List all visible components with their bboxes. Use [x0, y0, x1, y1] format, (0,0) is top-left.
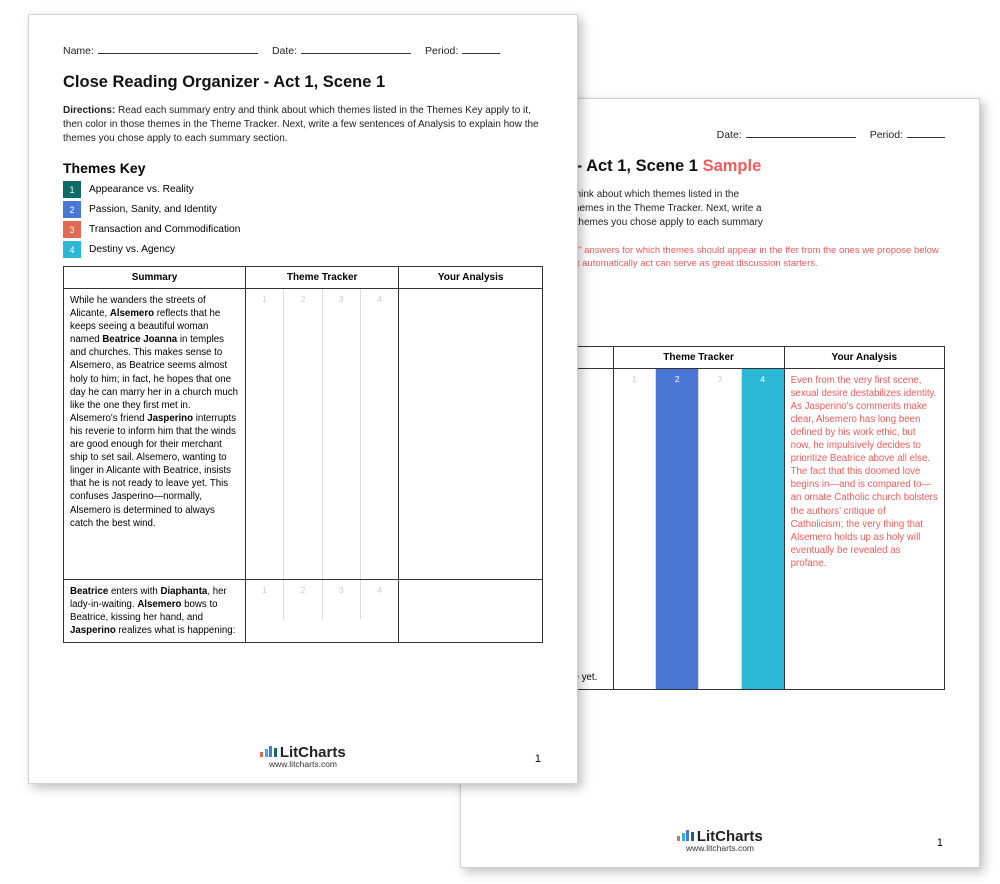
theme-row: 1 Appearance vs. Reality — [63, 181, 543, 198]
logo-bars-icon — [260, 745, 277, 757]
directions-label: Directions: — [63, 105, 115, 116]
directions: Directions: Read each summary entry and … — [63, 104, 543, 146]
tracker-cell: 1234 — [246, 289, 399, 580]
name-blank — [98, 43, 258, 54]
summary-cell: While he wanders the streets of Alicante… — [64, 289, 246, 580]
tracker-slot-2: 2 — [656, 369, 699, 689]
period-blank — [462, 43, 500, 54]
period-blank — [907, 127, 945, 138]
analysis-cell — [399, 580, 543, 643]
organizer-table: Summary Theme Tracker Your Analysis Whil… — [63, 266, 543, 643]
tracker-slot-1: 1 — [614, 369, 657, 689]
site-link: www.litcharts.com — [260, 759, 345, 769]
tracker-slot-3: 3 — [699, 369, 742, 689]
col-summary: Summary — [64, 267, 246, 289]
table-row: Beatrice enters with Diaphanta, her lady… — [64, 580, 543, 643]
logo-bars-icon — [677, 829, 694, 841]
col-analysis: Your Analysis — [399, 267, 543, 289]
tracker-slot-1: 1 — [246, 289, 284, 579]
theme-row: 2 Passion, Sanity, and Identity — [63, 201, 543, 218]
page-number: 1 — [535, 753, 541, 765]
theme-number-box: 4 — [63, 241, 81, 258]
tracker-slot-3: 3 — [323, 289, 361, 579]
footer: LitCharts www.litcharts.com — [461, 828, 979, 853]
tracker-slot-2: 2 — [284, 580, 322, 620]
tracker-slot-1: 1 — [246, 580, 284, 620]
footer: LitCharts www.litcharts.com — [29, 744, 577, 769]
page-title: Close Reading Organizer - Act 1, Scene 1 — [63, 73, 543, 92]
tracker-cell: 1234 — [246, 580, 399, 643]
worksheet-page-front: Name: Date: Period: Close Reading Organi… — [28, 14, 578, 784]
date-blank — [301, 43, 411, 54]
theme-label: Appearance vs. Reality — [89, 184, 194, 195]
directions-text: Read each summary entry and think about … — [63, 105, 539, 144]
themes-key-heading: Themes Key — [63, 160, 543, 176]
tracker-slot-4: 4 — [361, 580, 398, 620]
date-blank — [746, 127, 856, 138]
tracker-slot-3: 3 — [323, 580, 361, 620]
theme-number-box: 2 — [63, 201, 81, 218]
theme-number-box: 1 — [63, 181, 81, 198]
tracker-slot-4: 4 — [361, 289, 398, 579]
col-analysis: Your Analysis — [784, 346, 944, 368]
tracker-cell: 1234 — [613, 368, 784, 689]
site-link: www.litcharts.com — [677, 843, 762, 853]
tracker-slot-2: 2 — [284, 289, 322, 579]
summary-cell: Beatrice enters with Diaphanta, her lady… — [64, 580, 246, 643]
name-label: Name: — [63, 45, 94, 57]
period-label: Period: — [425, 45, 458, 57]
theme-label: Transaction and Commodification — [89, 224, 240, 235]
col-tracker: Theme Tracker — [246, 267, 399, 289]
theme-row: 4 Destiny vs. Agency — [63, 241, 543, 258]
analysis-cell — [399, 289, 543, 580]
header-fields: Name: Date: Period: — [63, 43, 543, 57]
theme-label: Destiny vs. Agency — [89, 244, 175, 255]
table-row: While he wanders the streets of Alicante… — [64, 289, 543, 580]
analysis-cell: Even from the very first scene, sexual d… — [784, 368, 944, 689]
period-label: Period: — [870, 129, 903, 141]
themes-key-list: 1 Appearance vs. Reality 2 Passion, Sanity,… — [63, 181, 543, 258]
theme-label: Passion, Sanity, and Identity — [89, 204, 217, 215]
theme-number-box: 3 — [63, 221, 81, 238]
page-number: 1 — [937, 837, 943, 849]
col-tracker: Theme Tracker — [613, 346, 784, 368]
date-label: Date: — [272, 45, 297, 57]
sample-tag: Sample — [703, 157, 762, 175]
tracker-slot-4: 4 — [742, 369, 784, 689]
theme-row: 3 Transaction and Commodification — [63, 221, 543, 238]
date-label: Date: — [717, 129, 742, 141]
